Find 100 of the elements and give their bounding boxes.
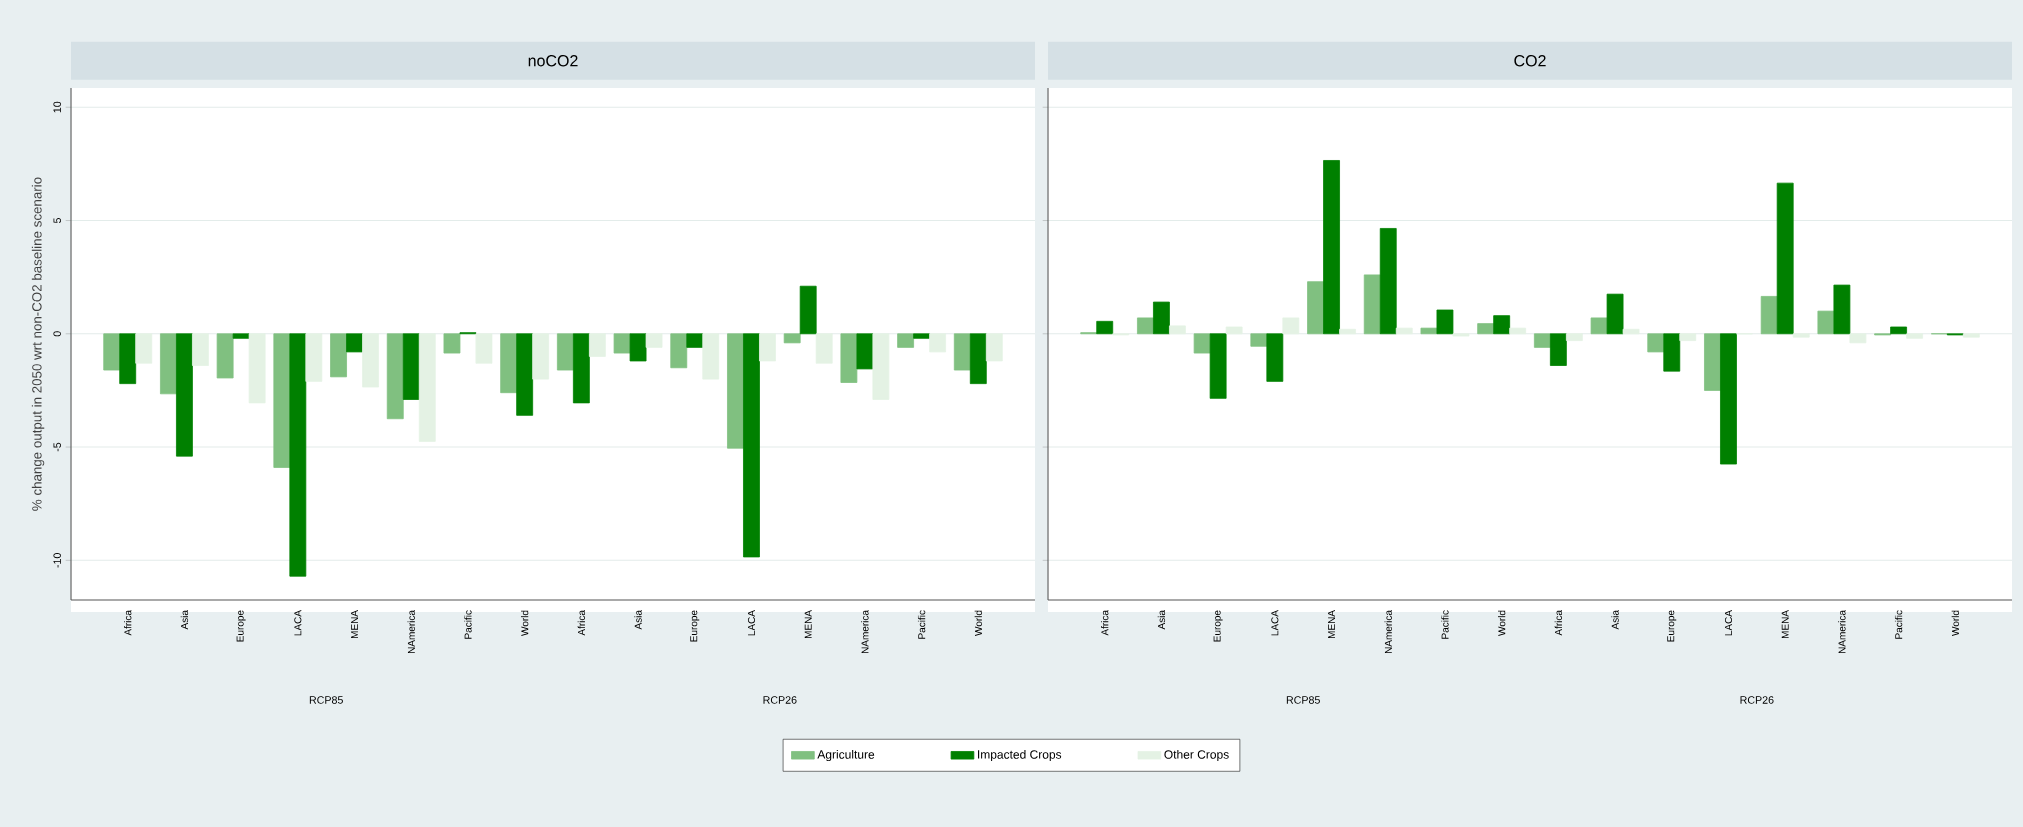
bar (1363, 274, 1381, 335)
bar (1153, 301, 1170, 335)
x-tick-label: Africa (1101, 610, 1109, 636)
bar (346, 333, 363, 353)
x-tick-label: Asia (1157, 610, 1166, 630)
bar (1647, 333, 1665, 353)
bar (216, 333, 234, 379)
bar (1379, 228, 1397, 335)
bar (1436, 309, 1454, 335)
y-axis-title: % change output in 2050 wrt non-CO2 baseline scenario (31, 177, 45, 511)
bar (799, 285, 817, 335)
bar (135, 333, 153, 364)
bar (913, 333, 930, 339)
bar (1533, 333, 1551, 348)
bar (103, 333, 121, 371)
text: RCP26 (1740, 696, 1774, 704)
bar (743, 333, 760, 558)
bar (1509, 327, 1527, 335)
bar (305, 333, 323, 382)
bar (897, 333, 914, 348)
legend-label: Agriculture (817, 749, 875, 762)
bar (160, 333, 177, 395)
bar (613, 333, 631, 354)
bar (686, 333, 704, 348)
bar (1817, 310, 1835, 335)
bar (1720, 333, 1737, 465)
bar (1282, 317, 1300, 335)
bar (556, 333, 574, 371)
x-tick-label: Africa (577, 610, 586, 636)
bar (1606, 293, 1624, 335)
bar (1962, 333, 1980, 338)
bar (1565, 333, 1583, 341)
bar (1849, 333, 1867, 344)
x-tick-label: NAmerica (861, 610, 869, 654)
chart-title: CO2 (1514, 55, 1546, 67)
bar (1833, 284, 1851, 335)
bar (1250, 333, 1268, 347)
bar (1137, 317, 1154, 335)
x-tick-label: Pacific (1441, 610, 1449, 639)
y-tick-label: 5 (53, 218, 61, 224)
bar (248, 333, 266, 404)
bar (588, 333, 606, 357)
bar (1193, 333, 1211, 354)
bar (475, 333, 493, 364)
bar (1225, 326, 1243, 335)
bar (443, 333, 461, 354)
bar (815, 333, 833, 364)
bar (1890, 326, 1907, 335)
legend-label: Impacted Crops (978, 749, 1062, 762)
bar (1760, 296, 1778, 335)
x-tick-label: Asia (180, 610, 189, 630)
bar (1323, 160, 1340, 335)
x-tick-label: NAmerica (407, 610, 415, 654)
y-tick-label: 10 (53, 101, 61, 113)
x-tick-label: World (1498, 610, 1506, 636)
bar (176, 333, 193, 457)
x-tick-label: Europe (1667, 610, 1677, 642)
bar (1549, 333, 1567, 366)
bar (872, 333, 890, 400)
bar (1663, 333, 1681, 372)
x-tick-label: Africa (124, 610, 132, 636)
bar (929, 333, 946, 353)
bar (1776, 182, 1794, 335)
bar (969, 333, 987, 385)
bar (330, 333, 347, 378)
y-tick-label: 0 (53, 331, 61, 337)
bar (783, 333, 801, 344)
x-tick-label: LACA (1724, 610, 1733, 636)
x-tick-label: NAmerica (1384, 610, 1392, 654)
bar (1792, 333, 1810, 338)
bar (1679, 333, 1697, 341)
bar (1209, 333, 1227, 399)
x-tick-label: World (521, 610, 529, 636)
y-tick-label: -10 (53, 553, 61, 568)
bar (362, 333, 379, 388)
x-tick-label: MENA (1781, 610, 1789, 639)
bar (572, 333, 590, 404)
bar (1339, 328, 1356, 335)
text: RCP26 (763, 696, 797, 704)
bar (1395, 327, 1413, 335)
x-tick-label: MENA (1328, 610, 1335, 639)
bar (1266, 333, 1284, 382)
bar (386, 333, 404, 420)
x-tick-label: MENA (804, 610, 812, 639)
bar (516, 333, 534, 416)
bar (232, 333, 250, 339)
text: RCP85 (309, 696, 343, 704)
bar (1477, 323, 1495, 335)
x-tick-label: LACA (1271, 610, 1279, 636)
bar (670, 333, 688, 369)
x-tick-label: World (1951, 610, 1959, 636)
x-tick-label: LACA (294, 610, 302, 636)
bar (953, 333, 971, 371)
bar (418, 333, 436, 442)
bar (402, 333, 420, 400)
x-tick-label: Pacific (917, 610, 926, 639)
bar (1622, 328, 1640, 335)
bar (727, 333, 744, 449)
x-tick-label: World (974, 610, 982, 636)
x-tick-label: Africa (1554, 610, 1563, 636)
